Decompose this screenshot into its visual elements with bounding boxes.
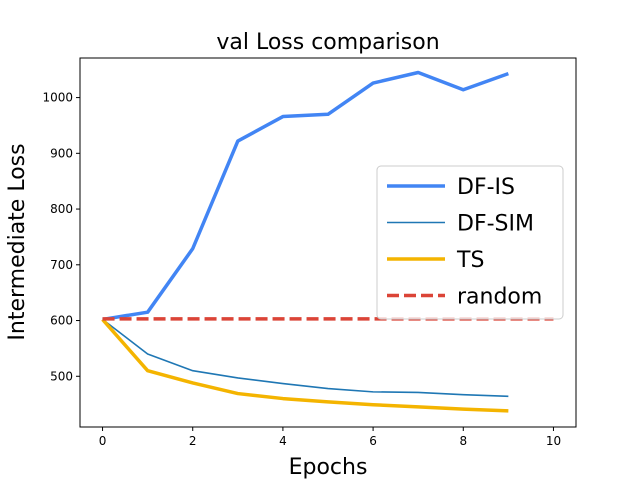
x-tick-label: 4 (279, 434, 287, 448)
plot-frame (79, 57, 577, 428)
x-axis-label: Epochs (289, 455, 368, 480)
series-line-df-is (102, 70, 509, 322)
y-tick-label: 700 (50, 258, 73, 272)
y-axis-label: Intermediate Loss (5, 143, 30, 340)
y-tick-label: 800 (50, 202, 73, 216)
x-tick-label: 8 (459, 434, 467, 448)
x-axis: 0 2 4 6 8 10 (99, 427, 561, 448)
legend-label-df-sim: DF-SIM (457, 212, 534, 237)
y-tick-label: 500 (50, 369, 73, 383)
chart-title: val Loss comparison (216, 30, 439, 55)
series-line-ts (101, 318, 509, 413)
y-tick-label: 600 (50, 314, 73, 328)
x-tick-label: 0 (99, 434, 107, 448)
x-tick-label: 2 (189, 434, 197, 448)
y-tick-label: 1000 (42, 91, 73, 105)
legend-label-df-is: DF-IS (457, 175, 515, 200)
legend-box (376, 165, 564, 320)
series-line-df-sim (102, 318, 509, 398)
y-tick-label: 900 (50, 146, 73, 160)
legend: DF-IS DF-SIM TS random (376, 165, 564, 320)
x-tick-label: 6 (369, 434, 377, 448)
legend-label-random: random (457, 285, 542, 310)
legend-label-ts: TS (456, 248, 484, 273)
y-axis: 500 600 700 800 900 1000 (42, 91, 80, 383)
x-tick-label: 10 (546, 434, 561, 448)
